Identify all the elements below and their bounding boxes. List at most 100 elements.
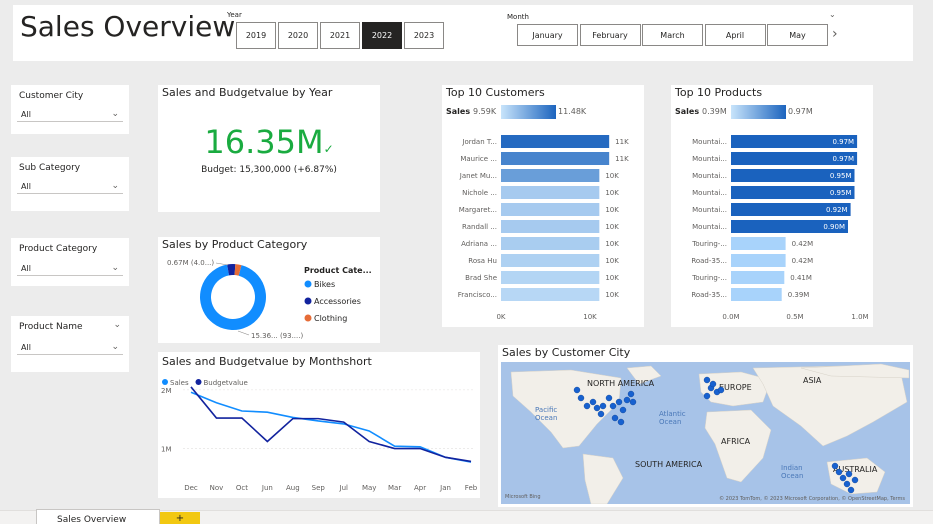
city-bubble[interactable] [703, 392, 711, 400]
x-tick-label: Aug [286, 484, 300, 492]
city-bubble[interactable] [851, 476, 859, 484]
year-button-2023[interactable]: 2023 [404, 22, 444, 49]
city-bubble[interactable] [597, 410, 605, 418]
add-page-button[interactable]: + [160, 512, 200, 524]
page-tab-bar [0, 510, 933, 524]
legend-item[interactable]: Sales [170, 379, 189, 387]
city-bubble[interactable] [593, 404, 601, 412]
x-tick-label: Jul [339, 484, 349, 492]
city-bubble[interactable] [611, 414, 619, 422]
bar[interactable] [501, 152, 610, 165]
category-label: Brad She [465, 274, 497, 282]
x-tick-label: May [362, 484, 376, 492]
city-bubble[interactable] [831, 462, 839, 470]
value-label: 0.97M [832, 155, 854, 163]
map-label-south-america: SOUTH AMERICA [635, 460, 703, 469]
legend-max: 11.48K [558, 107, 587, 116]
city-bubble[interactable] [583, 402, 591, 410]
city-map[interactable]: NORTH AMERICA EUROPE ASIA AFRICA SOUTH AMERI… [501, 362, 910, 504]
sub-category-dropdown[interactable]: All ⌄ [17, 179, 123, 194]
value-label: 10K [605, 189, 619, 197]
city-bubble[interactable] [717, 386, 725, 394]
year-button-2021[interactable]: 2021 [320, 22, 360, 49]
pie-slice-accessories[interactable] [227, 264, 236, 276]
bar[interactable] [501, 220, 600, 233]
map-title: Sales by Customer City [502, 346, 631, 359]
city-bubble[interactable] [839, 474, 847, 482]
bing-logo: Microsoft Bing [505, 494, 541, 500]
month-button-january[interactable]: January [517, 24, 578, 46]
bar[interactable] [731, 186, 855, 199]
bar[interactable] [731, 220, 848, 233]
bar[interactable] [501, 288, 600, 301]
chevron-right-icon[interactable]: › [832, 26, 838, 42]
line-series-sales[interactable] [190, 391, 472, 463]
city-bubble[interactable] [605, 394, 613, 402]
bar[interactable] [731, 135, 858, 148]
customer-city-dropdown[interactable]: All ⌄ [17, 107, 123, 122]
year-button-2019[interactable]: 2019 [236, 22, 276, 49]
map-label-africa: AFRICA [721, 437, 751, 446]
month-button-april[interactable]: April [704, 24, 766, 46]
legend-item[interactable]: Accessories [314, 297, 361, 306]
bar[interactable] [501, 271, 600, 284]
legend-item[interactable]: Budgetvalue [204, 379, 248, 387]
city-bubble[interactable] [609, 402, 617, 410]
x-tick-label: 1.0M [851, 313, 868, 321]
chevron-down-icon[interactable]: ⌄ [829, 10, 836, 19]
line-series-budgetvalue[interactable] [190, 386, 472, 463]
bar[interactable] [731, 254, 786, 267]
city-bubble[interactable] [577, 394, 585, 402]
city-bubble[interactable] [589, 398, 597, 406]
bar[interactable] [501, 135, 610, 148]
product-category-dropdown[interactable]: All ⌄ [17, 261, 123, 276]
category-label: Mountai... [692, 155, 727, 163]
city-bubble[interactable] [573, 386, 581, 394]
bar[interactable] [501, 203, 600, 216]
city-bubble[interactable] [703, 376, 711, 384]
map-copyright: © 2023 TomTom, © 2023 Microsoft Corporat… [719, 495, 905, 502]
bar[interactable] [731, 152, 858, 165]
year-button-2020[interactable]: 2020 [278, 22, 318, 49]
pie-slice-bikes[interactable] [200, 264, 266, 330]
x-tick-label: 0.5M [786, 313, 803, 321]
legend-item[interactable]: Clothing [314, 314, 347, 323]
category-label: Road-35... [691, 291, 727, 299]
city-bubble[interactable] [709, 380, 717, 388]
year-button-2022[interactable]: 2022 [362, 22, 402, 49]
month-button-may[interactable]: May [767, 24, 828, 46]
product-name-dropdown[interactable]: All ⌄ [17, 340, 123, 355]
bar[interactable] [501, 169, 600, 182]
bar[interactable] [731, 237, 786, 250]
bar[interactable] [731, 203, 851, 216]
city-bubble[interactable] [623, 396, 631, 404]
city-bubble[interactable] [627, 390, 635, 398]
bar[interactable] [731, 288, 782, 301]
dropdown-value: All [21, 110, 31, 119]
tab-sales-overview[interactable]: Sales Overview [36, 509, 160, 524]
legend-dot [162, 379, 168, 385]
city-bubble[interactable] [619, 406, 627, 414]
slice-label-top: 0.67M (4.0...) [167, 259, 214, 267]
city-bubble[interactable] [847, 486, 855, 494]
bar[interactable] [731, 169, 855, 182]
bar[interactable] [501, 254, 600, 267]
x-tick-label: Mar [388, 484, 401, 492]
month-button-march[interactable]: March [642, 24, 703, 46]
slicer-label: Sub Category [19, 163, 81, 173]
month-button-february[interactable]: February [579, 24, 641, 46]
bar[interactable] [731, 271, 785, 284]
bar[interactable] [501, 186, 600, 199]
city-bubble[interactable] [845, 470, 853, 478]
city-bubble[interactable] [617, 418, 625, 426]
bar[interactable] [501, 237, 600, 250]
city-bubble[interactable] [599, 402, 607, 410]
legend-item[interactable]: Bikes [314, 280, 335, 289]
city-bubble[interactable] [615, 398, 623, 406]
chevron-down-icon[interactable]: ⌄ [113, 320, 121, 330]
landmass [800, 363, 910, 379]
city-bubble[interactable] [843, 480, 851, 488]
pie-slice-clothing[interactable] [234, 264, 242, 276]
city-bubble[interactable] [835, 468, 843, 476]
city-bubble[interactable] [629, 398, 637, 406]
